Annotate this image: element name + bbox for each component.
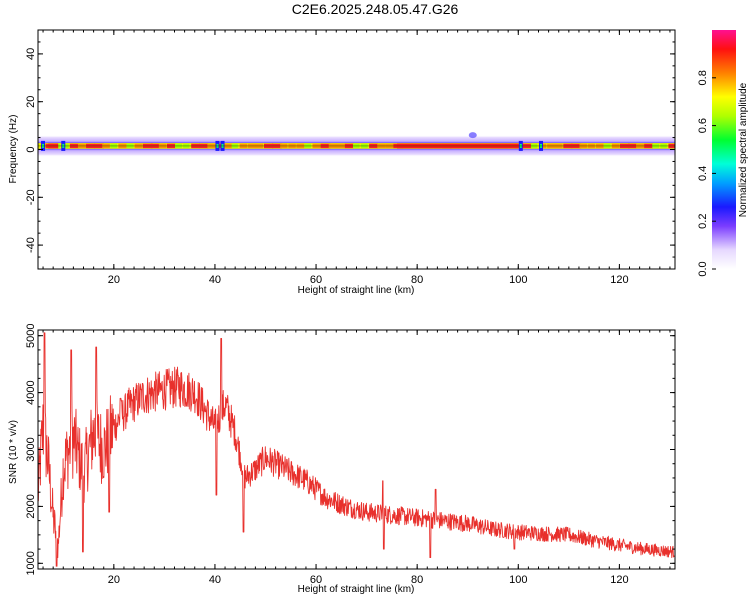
spectrogram-x-axis: 20 40 60 80 100 120 — [42, 30, 671, 286]
colorbar-tick-label: 0.4 — [697, 166, 709, 181]
x-tick-label: 40 — [209, 574, 221, 586]
colorbar-ticks: 0.0 0.2 0.4 0.6 0.8 — [697, 70, 716, 277]
x-tick-label: 120 — [610, 274, 628, 286]
snr-x-axis: 20 40 60 80 100 120 — [42, 330, 671, 586]
colorbar-tick-label: 0.8 — [697, 70, 709, 85]
snr-x-label: Height of straight line (km) — [298, 584, 415, 595]
snr-frame — [37, 329, 676, 570]
colorbar-tick-label: 0.6 — [697, 118, 709, 133]
x-tick-label: 20 — [108, 574, 120, 586]
y-tick-label: 40 — [25, 48, 37, 60]
x-tick-label: 60 — [310, 274, 322, 286]
snr-y-axis: 1000 2000 3000 4000 5000 — [25, 323, 675, 576]
x-tick-label: 120 — [610, 574, 628, 586]
spectrogram-y-axis: -40 -20 0 20 40 — [25, 29, 675, 270]
x-tick-label: 100 — [509, 574, 527, 586]
colorbar-tick-label: 0.2 — [697, 214, 709, 229]
snr-plot-area — [38, 332, 675, 567]
spectrogram-panel: 20 40 60 80 100 120 -40 -20 0 20 40 Height of str… — [8, 29, 676, 296]
x-tick-label: 20 — [108, 274, 120, 286]
x-tick-label: 80 — [411, 574, 423, 586]
y-tick-label: 5000 — [25, 323, 37, 347]
y-tick-label: 4000 — [25, 380, 37, 404]
spectrogram-x-label: Height of straight line (km) — [298, 285, 415, 296]
x-tick-label: 100 — [509, 274, 527, 286]
figure-title: C2E6.2025.248.05.47.G26 — [292, 1, 459, 17]
colorbar-gradient — [712, 30, 736, 269]
snr-panel: 20 40 60 80 100 120 1000 2000 3000 4000 5000 Heig… — [8, 323, 676, 595]
y-tick-label: -40 — [25, 237, 37, 253]
snr-y-label: SNR (10 * v/v) — [8, 420, 19, 484]
y-tick-label: 3000 — [25, 437, 37, 461]
snr-series-line — [38, 332, 675, 567]
x-tick-label: 40 — [209, 274, 221, 286]
y-tick-label: 1000 — [25, 551, 37, 575]
colorbar-label: Normalized spectral amplitude — [738, 82, 749, 217]
spectral-bump — [468, 132, 477, 139]
y-tick-label: 20 — [25, 96, 37, 108]
spectrogram-y-label: Frequency (Hz) — [8, 115, 19, 184]
x-tick-label: 80 — [411, 274, 423, 286]
y-tick-label: 0 — [25, 146, 37, 152]
x-tick-label: 60 — [310, 574, 322, 586]
y-tick-label: 2000 — [25, 494, 37, 518]
spectrogram-area — [38, 132, 675, 157]
y-tick-label: -20 — [25, 189, 37, 205]
colorbar: 0.0 0.2 0.4 0.6 0.8 Normalized spectral ampl… — [697, 30, 749, 277]
colorbar-tick-label: 0.0 — [697, 261, 709, 276]
